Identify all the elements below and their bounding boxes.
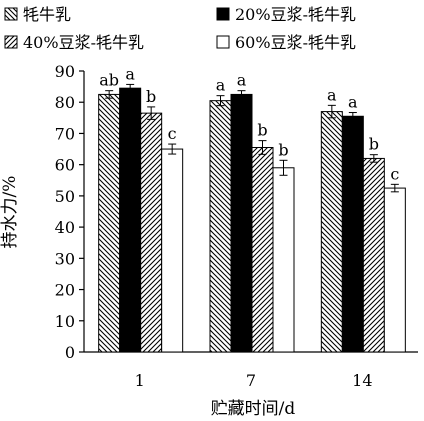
x-tick-label: 7 bbox=[246, 371, 256, 390]
y-tick-label: 60 bbox=[55, 156, 75, 175]
legend-swatch bbox=[4, 35, 18, 49]
significance-label: a bbox=[348, 93, 358, 112]
significance-label: b bbox=[369, 135, 379, 154]
bar bbox=[272, 167, 295, 353]
y-tick-label: 50 bbox=[55, 187, 75, 206]
significance-label: b bbox=[146, 87, 156, 106]
significance-label: a bbox=[327, 85, 337, 104]
x-tick-label: 1 bbox=[135, 371, 145, 390]
y-tick-label: 30 bbox=[55, 249, 75, 268]
y-axis-label: 持水力/% bbox=[0, 176, 20, 249]
bar bbox=[119, 87, 142, 353]
legend-swatch bbox=[4, 7, 18, 21]
significance-label: c bbox=[390, 164, 399, 183]
bar bbox=[140, 112, 163, 353]
x-tick-label: 14 bbox=[352, 371, 372, 390]
y-tick-label: 90 bbox=[55, 62, 75, 81]
y-tick-label: 80 bbox=[55, 93, 75, 112]
x-axis-label: 贮藏时间/d bbox=[211, 399, 296, 419]
bar bbox=[383, 187, 406, 353]
significance-label: b bbox=[278, 140, 288, 159]
legend: 牦牛乳 20%豆浆-牦牛乳 40%豆浆-牦牛乳 60%豆浆-牦牛乳 bbox=[4, 5, 356, 52]
bar bbox=[209, 100, 232, 353]
significance-label: b bbox=[257, 121, 267, 140]
y-tick-label: 40 bbox=[55, 218, 75, 237]
y-tick-label: 20 bbox=[55, 281, 75, 300]
bar bbox=[251, 146, 274, 353]
significance-label: c bbox=[168, 124, 177, 143]
significance-label: ab bbox=[99, 71, 119, 90]
bar bbox=[230, 93, 253, 353]
significance-label: a bbox=[216, 76, 226, 95]
y-tick-label: 70 bbox=[55, 124, 75, 143]
legend-label: 牦牛乳 bbox=[23, 5, 71, 24]
bar bbox=[341, 115, 364, 353]
legend-label: 60%豆浆-牦牛乳 bbox=[235, 33, 356, 52]
significance-label: a bbox=[125, 64, 135, 83]
bar bbox=[320, 111, 343, 353]
y-tick-label: 10 bbox=[55, 312, 75, 331]
y-tick-label: 0 bbox=[65, 343, 75, 362]
significance-label: a bbox=[237, 71, 247, 90]
legend-label: 40%豆浆-牦牛乳 bbox=[23, 33, 144, 52]
bar bbox=[362, 157, 385, 353]
legend-swatch bbox=[216, 7, 230, 21]
axes: 0 10 20 30 40 50 60 70 80 90 1 7 14 bbox=[55, 62, 418, 390]
bar bbox=[161, 148, 184, 353]
legend-swatch bbox=[216, 35, 230, 49]
legend-label: 20%豆浆-牦牛乳 bbox=[235, 5, 356, 24]
bar bbox=[98, 93, 121, 353]
